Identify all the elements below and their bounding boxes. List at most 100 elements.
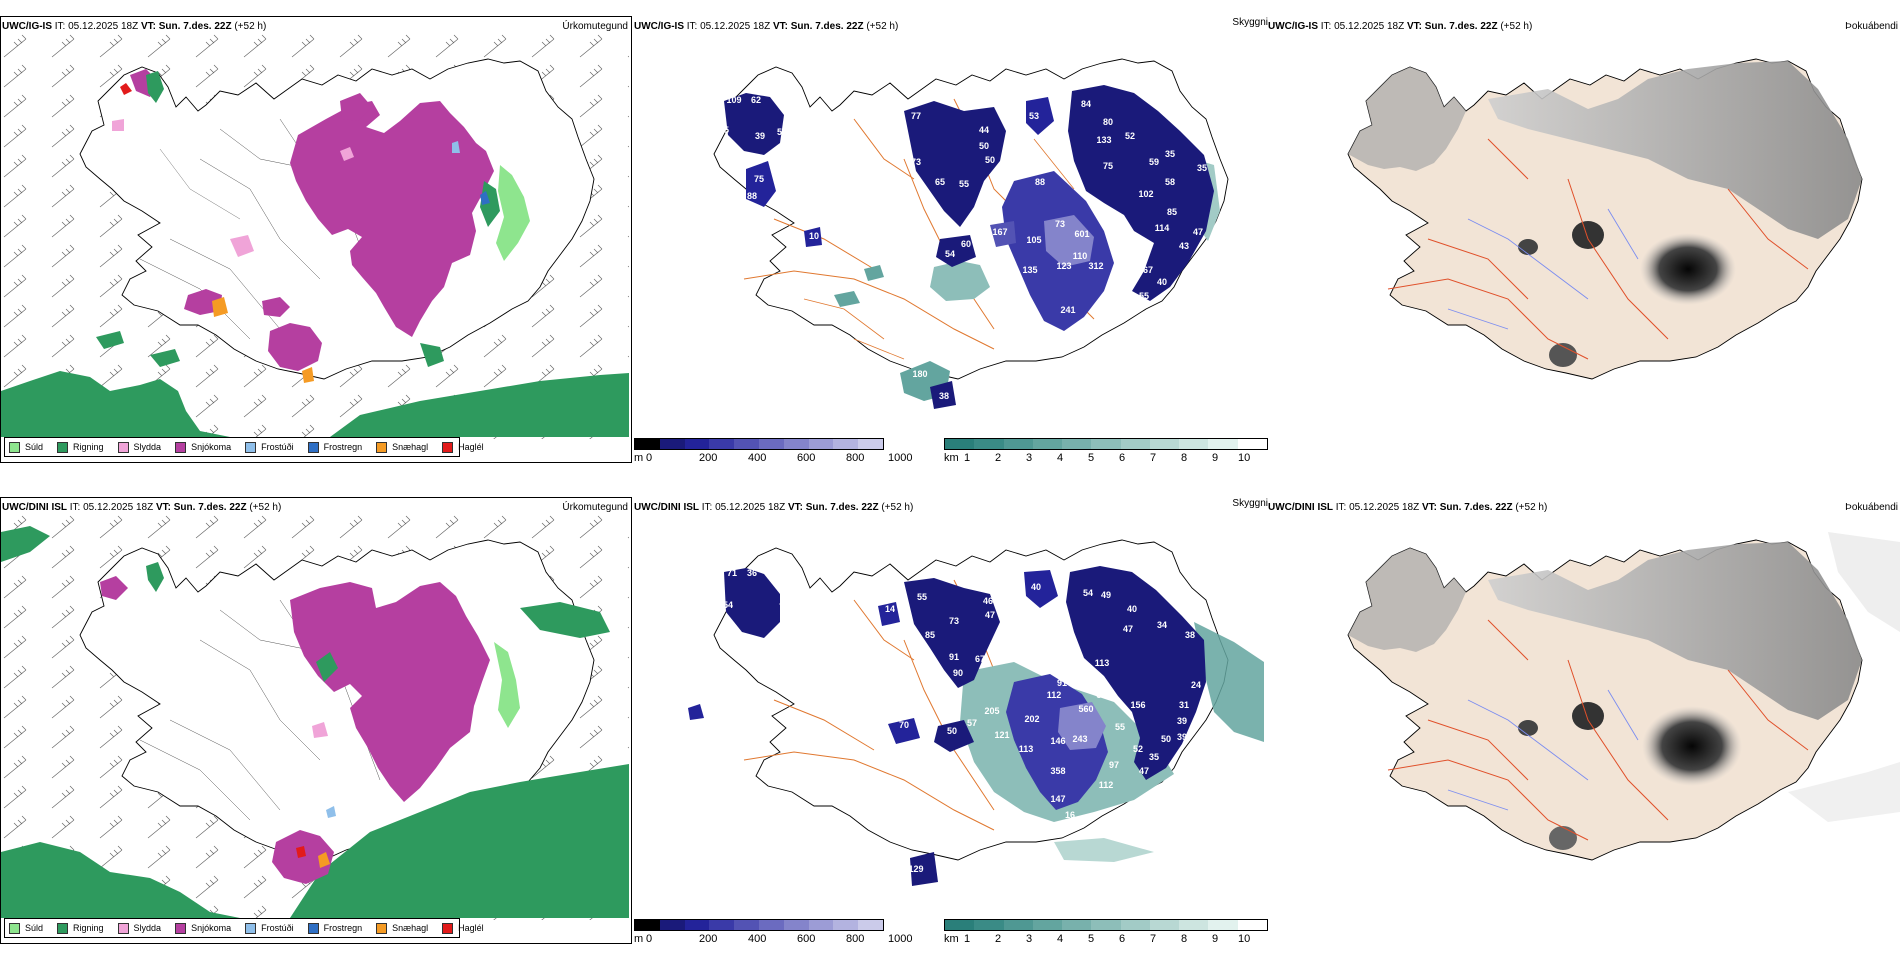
cloud-base-value-label: 52 [1125, 131, 1135, 141]
cloud-base-labels: 71 36 54 70 14 55 46 47 73 85 91 67 90 40 54 49 40 47 34 38… [723, 568, 1201, 874]
cloud-base-value-label: 53 [1029, 111, 1039, 121]
colorbar-unit: m [634, 452, 644, 464]
cloud-base-value-label: 241 [1060, 305, 1075, 315]
snowfall-area [290, 101, 494, 337]
colorbar-tick: 6 [1119, 452, 1126, 464]
cloud-base-value-label: 59 [1149, 157, 1159, 167]
colorbar-tick: 5 [1088, 933, 1095, 945]
cloud-base-value-label: 109 [726, 95, 741, 105]
colorbar-tick: 600 [797, 452, 816, 464]
low-cloud-area [1068, 85, 1214, 301]
colorbar-tick: 2 [995, 933, 1002, 945]
cloud-base-value-label: 24 [1191, 680, 1201, 690]
dense-fog-area [1640, 233, 1736, 305]
cloud-base-value-label: 11 [1043, 652, 1053, 662]
cloud-base-value-label: 112 [1047, 690, 1062, 700]
low-cloud-area [724, 568, 780, 638]
cloud-base-colorbar [634, 919, 884, 931]
cloud-base-value-label: 97 [1109, 760, 1119, 770]
snowfall-area [290, 582, 490, 802]
cloud-base-value-label: 47 [1139, 766, 1149, 776]
colorbar-tick: 4 [1057, 933, 1064, 945]
cloud-base-colorbar [634, 438, 884, 450]
cloud-base-value-label: 67 [1143, 265, 1153, 275]
dense-fog-area [1642, 706, 1742, 786]
cloud-base-value-label: 129 [908, 864, 923, 874]
cloud-base-value-label: 58 [777, 127, 787, 137]
cloud-base-value-label: 112 [1099, 780, 1114, 790]
cloud-base-value-label: 62 [751, 95, 761, 105]
colorbar-tick: 2 [995, 452, 1002, 464]
colorbar-unit: m [634, 933, 644, 945]
colorbar-tick: 6 [1119, 933, 1126, 945]
colorbar-tick: 9 [1212, 933, 1219, 945]
cloud-base-value-label: 55 [917, 592, 927, 602]
cloud-base-value-label: 40 [1157, 277, 1167, 287]
legend-swatch [9, 441, 20, 453]
colorbar-tick: 200 [699, 452, 718, 464]
cloud-base-value-label: 85 [1167, 207, 1177, 217]
precip-type-legend: Súld Rigning Slydda Snjókoma Frostúði Fr… [4, 918, 484, 938]
colorbar-tick: 400 [748, 933, 767, 945]
legend-item: Frostúði [245, 922, 294, 934]
colorbar-tick: 800 [846, 452, 865, 464]
colorbar-tick: 1000 [888, 452, 913, 464]
fog-indicator-panel: UWC/DINI ISL IT: 05.12.2025 18Z VT: Sun.… [1268, 486, 1900, 956]
fog-indicator-map [1347, 532, 1900, 861]
cloud-base-value-label: 80 [1103, 117, 1113, 127]
low-cloud-area [904, 101, 1006, 227]
colorbar-tick: 0 [646, 452, 653, 464]
cloud-base-value-label: 88 [1035, 177, 1045, 187]
cloud-base-value-label: 46 [983, 596, 993, 606]
cloud-base-value-label: 70 [899, 720, 909, 730]
cloud-base-value-label: 88 [747, 191, 757, 201]
colorbar-tick: 200 [699, 933, 718, 945]
cloud-base-value-label: 91 [949, 652, 959, 662]
legend-item: Slydda [117, 441, 161, 453]
cloud-base-value-label: 113 [1095, 658, 1110, 668]
cloud-base-value-label: 55 [1139, 291, 1149, 301]
cloud-base-value-label: 71 [727, 568, 737, 578]
cloud-base-value-label: 34 [1157, 620, 1167, 630]
colorbar-tick: 400 [748, 452, 767, 464]
legend-swatch [175, 441, 187, 453]
legend-item: Rigning [57, 441, 104, 453]
legend-swatch [57, 922, 69, 934]
legend-item: Frostregn [307, 441, 362, 453]
cloud-base-value-label: 50 [1161, 734, 1171, 744]
rain-area [1, 842, 240, 918]
fog-shading [1488, 542, 1862, 720]
cloud-base-value-label: 205 [984, 706, 999, 716]
colorbar-tick: 8 [1181, 452, 1188, 464]
fog-indicator-panel: UWC/IG-IS IT: 05.12.2025 18Z VT: Sun. 7.… [1268, 5, 1900, 475]
cloud-base-value-label: 367 [1096, 690, 1111, 700]
cloud-base-value-label: 133 [1096, 135, 1111, 145]
colorbar-tick: 9 [1212, 452, 1219, 464]
legend-swatch [307, 441, 319, 453]
cloud-base-value-label: 560 [1078, 704, 1093, 714]
rain-area [1, 371, 230, 437]
visibility-colorbar [944, 919, 1268, 931]
legend-item: Snæhagl [376, 441, 428, 453]
cloud-base-value-label: 312 [1088, 261, 1103, 271]
colorbar-unit: km [944, 933, 959, 945]
legend-swatch [376, 922, 388, 934]
cloud-base-value-label: 55 [959, 179, 969, 189]
cloud-base-value-label: 90 [953, 668, 963, 678]
legend-swatch [376, 441, 388, 453]
colorbar-unit: km [944, 452, 959, 464]
panel-title: Úrkomutegund [562, 502, 628, 513]
legend-swatch [442, 922, 454, 934]
cloud-base-value-label: 75 [1103, 161, 1113, 171]
cloud-base-value-label: 39 [1177, 732, 1187, 742]
cloud-base-value-label: 36 [1067, 341, 1077, 351]
cloud-base-value-label: 35 [1165, 149, 1175, 159]
cloud-base-value-label: 243 [1072, 734, 1087, 744]
visibility-colorbar [944, 438, 1268, 450]
cloud-base-value-label: 35 [1149, 752, 1159, 762]
panel-header: UWC/IG-IS IT: 05.12.2025 18Z VT: Sun. 7.… [1268, 21, 1533, 32]
colorbar-tick: 7 [1150, 452, 1157, 464]
cloud-base-value-label: 47 [985, 610, 995, 620]
legend-swatch [9, 922, 20, 934]
cloud-base-value-label: 75 [754, 174, 764, 184]
